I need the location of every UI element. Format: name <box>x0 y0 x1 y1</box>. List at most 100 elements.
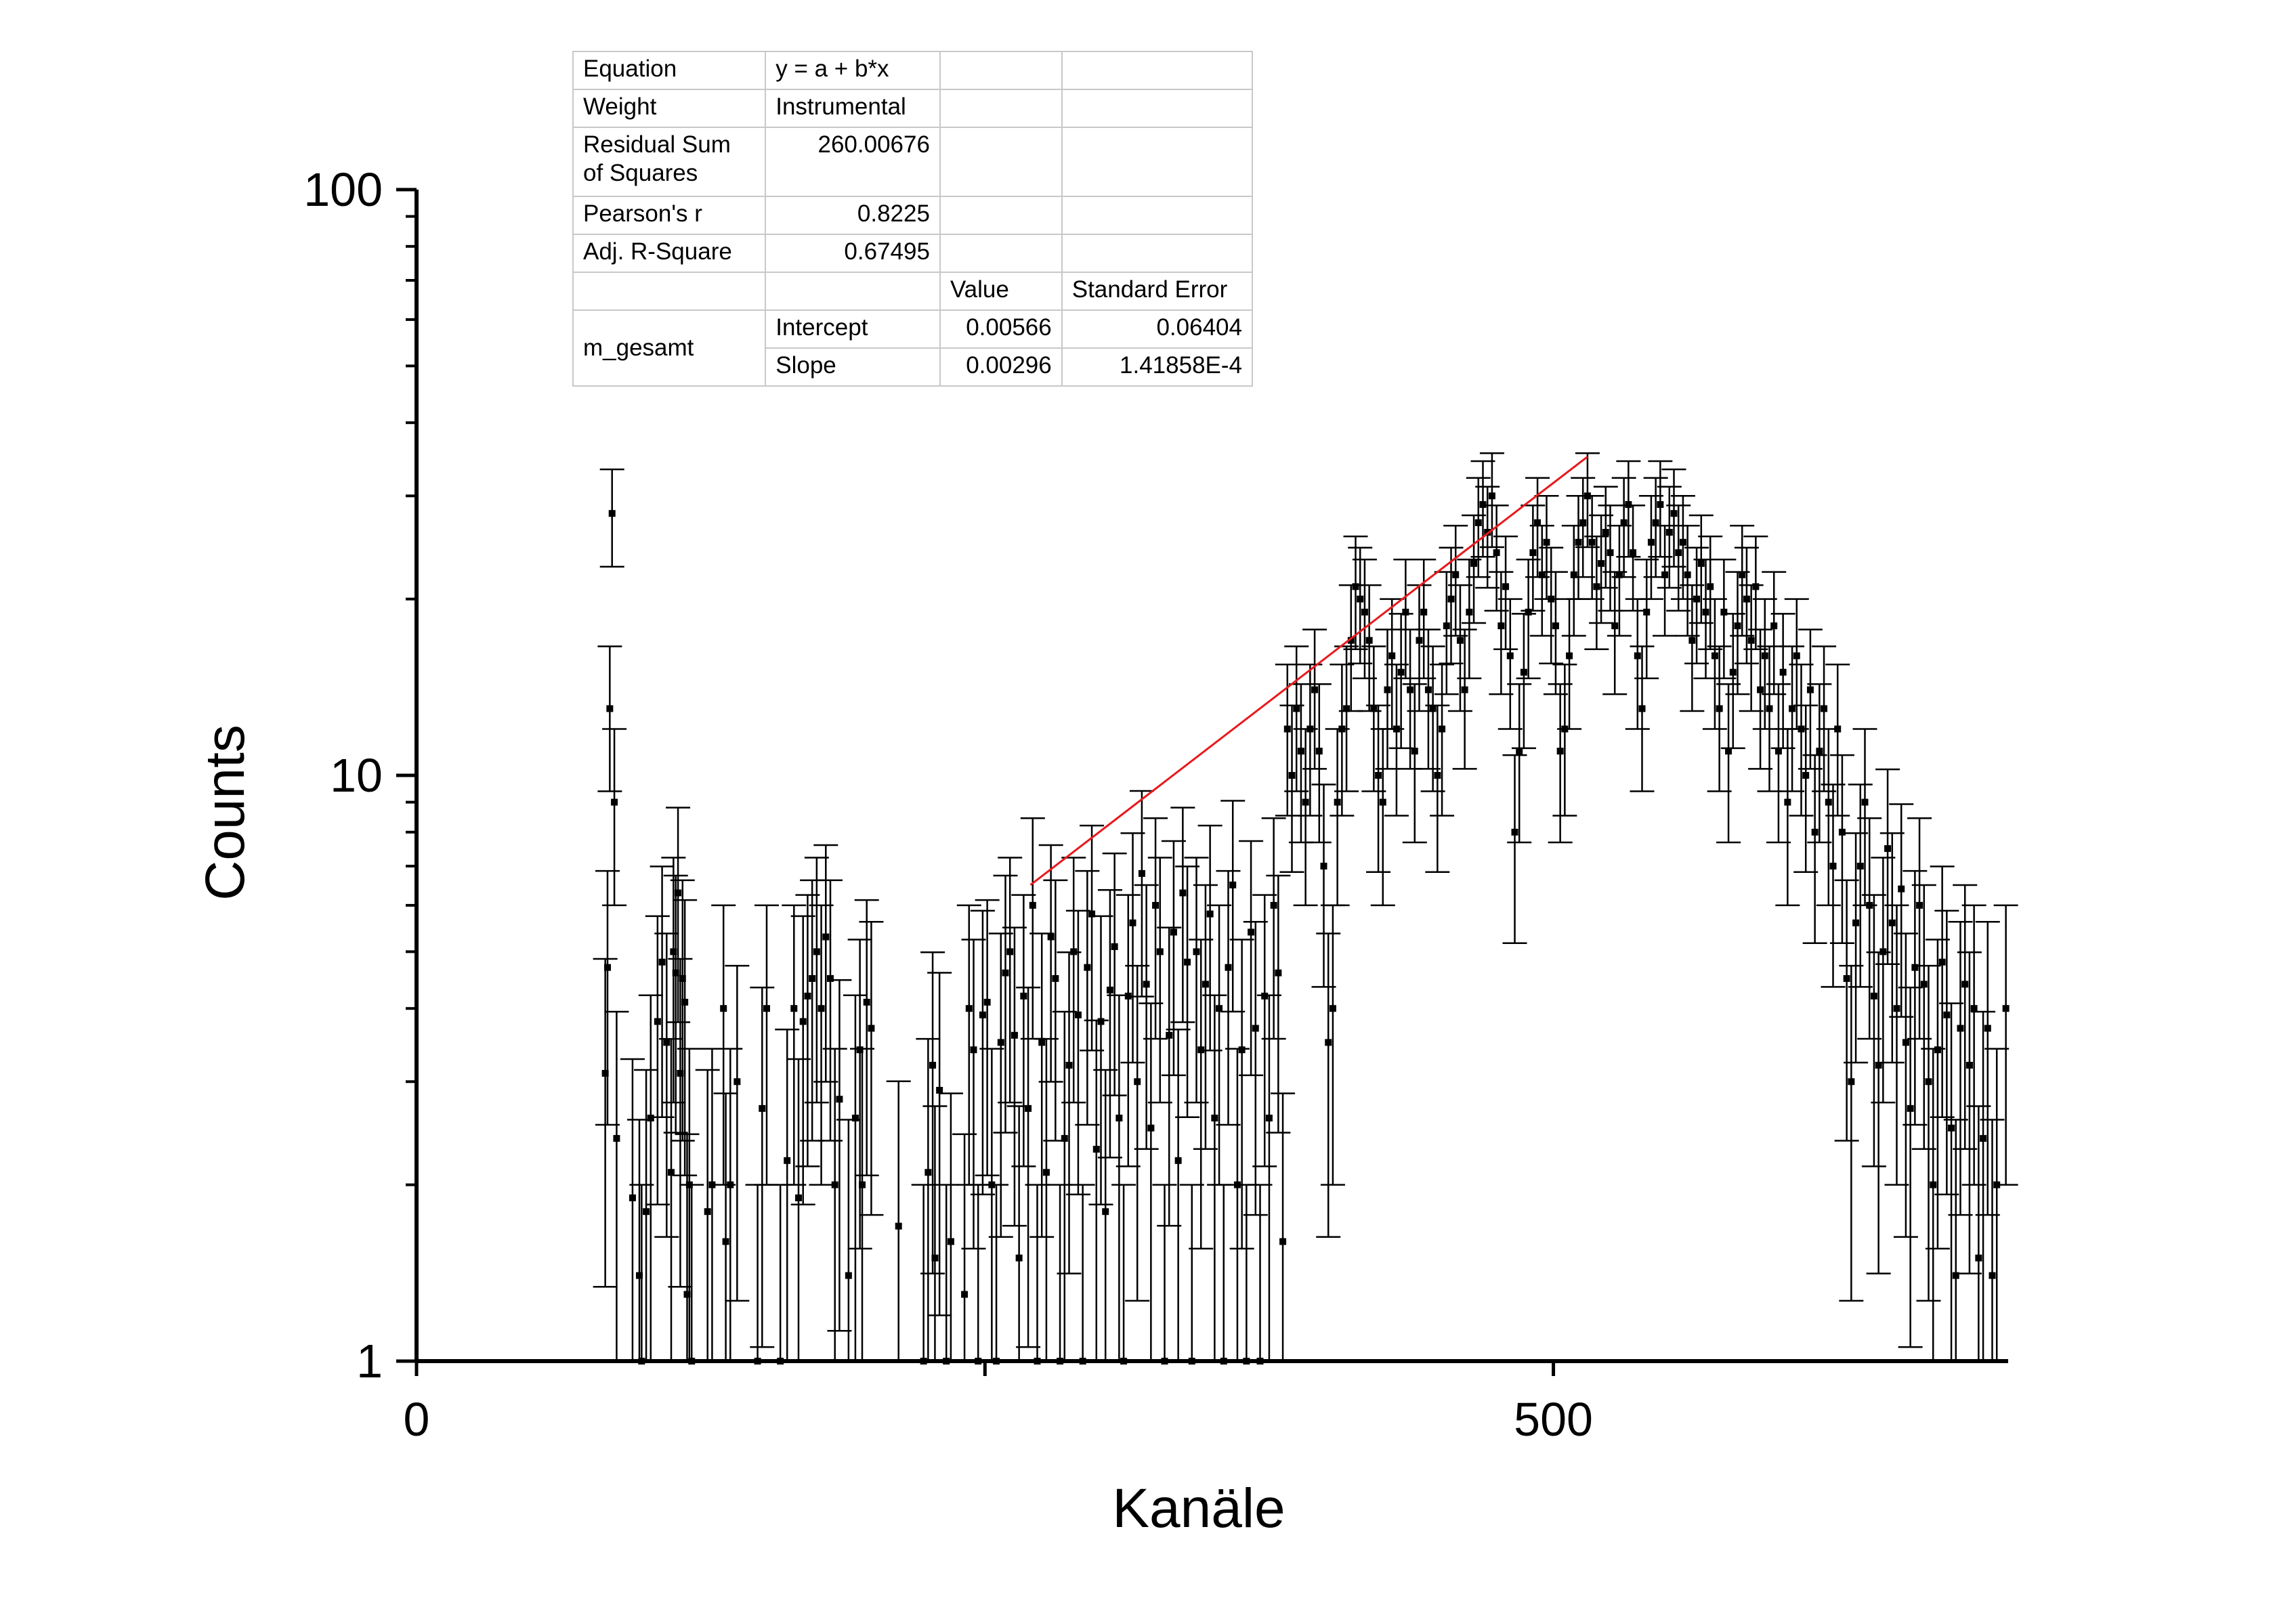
data-point <box>1493 549 1500 557</box>
data-point <box>1193 948 1200 955</box>
data-point <box>1825 798 1832 806</box>
data-point <box>1506 652 1514 660</box>
data-point <box>1334 798 1341 806</box>
data-point <box>683 1291 691 1298</box>
data-point <box>1798 725 1805 733</box>
data-point <box>1861 798 1869 806</box>
data-point <box>1879 948 1887 955</box>
data-point <box>1315 748 1323 755</box>
dataset-label: m_gesamt <box>572 309 767 387</box>
data-point <box>799 1018 807 1025</box>
data-point <box>1420 608 1428 616</box>
data-point <box>1575 538 1582 546</box>
data-point <box>1429 705 1437 712</box>
data-point <box>1311 686 1319 693</box>
data-point <box>1143 981 1150 988</box>
data-point <box>1288 772 1296 779</box>
data-point <box>1652 519 1659 526</box>
data-point <box>1184 958 1191 966</box>
data-point <box>863 998 870 1006</box>
data-point <box>1302 798 1309 806</box>
data-point <box>1170 928 1177 936</box>
data-point <box>836 1096 843 1103</box>
data-point <box>1270 901 1277 909</box>
data-point <box>1252 1025 1259 1032</box>
data-point <box>1643 608 1651 616</box>
data-point <box>1220 1358 1227 1365</box>
y-tick-label: 1 <box>356 1335 383 1388</box>
pearson-value: 0.8225 <box>765 196 941 235</box>
data-point <box>1174 1157 1182 1164</box>
data-point <box>1015 1254 1023 1262</box>
data-point <box>1361 608 1368 616</box>
data-point <box>1802 772 1810 779</box>
data-point <box>1975 1254 1982 1262</box>
data-point <box>795 1194 802 1201</box>
data-point <box>1283 725 1291 733</box>
data-point <box>1866 901 1873 909</box>
data-point <box>831 1181 838 1188</box>
data-point <box>1011 1031 1018 1039</box>
data-point <box>1934 1046 1941 1054</box>
data-point <box>1789 705 1796 712</box>
data-point <box>970 1046 977 1054</box>
data-point <box>804 992 811 1000</box>
data-point <box>1088 910 1096 918</box>
data-point <box>1993 1181 2001 1188</box>
data-point <box>1052 974 1059 982</box>
data-point <box>663 1039 671 1046</box>
data-point <box>1057 1358 1064 1365</box>
data-point <box>1102 1208 1109 1216</box>
data-point <box>822 933 830 941</box>
data-point <box>1320 862 1327 869</box>
data-point <box>961 1291 969 1298</box>
data-point <box>1570 571 1577 578</box>
data-point <box>1930 1181 1937 1188</box>
data-point <box>1766 705 1773 712</box>
data-point <box>1456 637 1464 644</box>
data-point <box>1602 529 1609 536</box>
data-point <box>1657 501 1664 509</box>
data-point <box>975 1358 982 1365</box>
data-point <box>784 1157 791 1164</box>
data-point <box>1188 1358 1195 1365</box>
data-point <box>1447 595 1455 603</box>
data-point <box>611 798 618 806</box>
equation-value: y = a + b*x <box>765 51 941 90</box>
data-point <box>1020 992 1027 1000</box>
x-tick-label: 500 <box>1514 1393 1593 1446</box>
fit-line <box>1029 456 1588 886</box>
data-point <box>1402 608 1409 616</box>
data-point <box>608 510 616 517</box>
data-point <box>613 1135 620 1142</box>
data-point <box>1511 828 1518 836</box>
data-point <box>1548 595 1555 603</box>
data-point <box>1129 919 1136 926</box>
data-point <box>1561 725 1569 733</box>
data-point <box>1630 549 1637 557</box>
rss-label: Residual Sum of Squares <box>572 127 767 197</box>
data-point <box>1774 748 1782 755</box>
data-point <box>929 1062 937 1069</box>
data-point <box>827 974 834 982</box>
data-point <box>1461 686 1468 693</box>
data-point <box>1407 686 1414 693</box>
data-point <box>924 1169 932 1176</box>
data-point <box>1225 964 1232 971</box>
data-point <box>1843 974 1850 982</box>
data-point <box>668 1169 675 1176</box>
data-point <box>1029 901 1036 909</box>
data-point <box>1484 529 1491 536</box>
data-point <box>895 1222 902 1230</box>
data-point <box>931 1254 939 1262</box>
data-point <box>1006 948 1014 955</box>
data-point <box>868 1025 875 1032</box>
data-point <box>1770 622 1778 630</box>
data-point <box>1725 748 1732 755</box>
data-point <box>1261 992 1269 1000</box>
rss-value: 260.00676 <box>765 127 941 197</box>
data-point <box>1025 1104 1032 1112</box>
data-point <box>1702 608 1709 616</box>
slope-label: Slope <box>765 347 941 387</box>
data-point <box>606 705 614 712</box>
